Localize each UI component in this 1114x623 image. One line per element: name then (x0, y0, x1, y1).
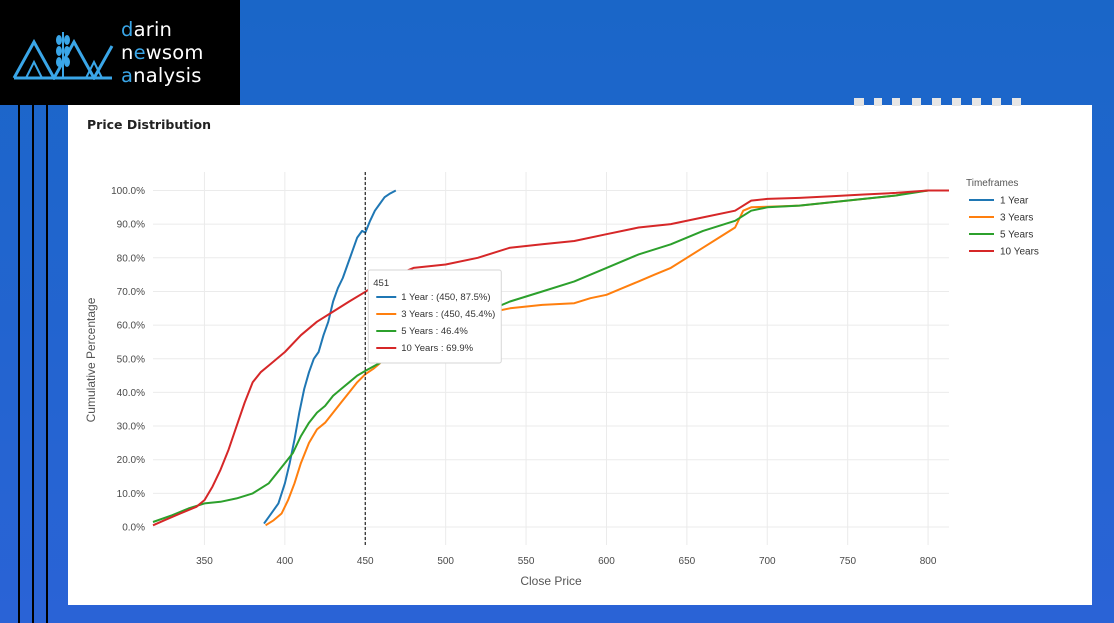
autoscale-icon[interactable] (972, 98, 981, 106)
tooltip-header: 451 (373, 278, 389, 289)
chart-title: Price Distribution (87, 117, 211, 132)
legend-title: Timeframes (966, 178, 1018, 189)
x-tick-label: 750 (839, 556, 856, 567)
legend-item[interactable]: 5 Years (1000, 230, 1033, 241)
chart-modebar[interactable] (852, 97, 1042, 109)
x-tick-label: 800 (920, 556, 937, 567)
x-tick-label: 650 (679, 556, 696, 567)
y-tick-label: 60.0% (117, 321, 145, 332)
y-axis-label: Cumulative Percentage (84, 297, 98, 422)
select-icon[interactable] (912, 98, 921, 106)
decor-bar (32, 105, 34, 623)
y-tick-label: 90.0% (117, 220, 145, 231)
reset-axes-icon[interactable] (992, 98, 1001, 106)
y-tick-label: 20.0% (117, 455, 145, 466)
x-axis-label: Close Price (520, 574, 582, 588)
y-tick-label: 100.0% (111, 186, 145, 197)
zoom-out-icon[interactable] (952, 98, 961, 106)
zoom-icon[interactable] (874, 98, 882, 106)
x-tick-label: 550 (518, 556, 535, 567)
plotly-logo-icon[interactable] (1012, 98, 1021, 106)
y-tick-label: 40.0% (117, 388, 145, 399)
wheat-mountains-logo-icon (12, 32, 114, 80)
tooltip-line: 3 Years : (450, 45.4%) (401, 309, 495, 320)
y-tick-label: 50.0% (117, 354, 145, 365)
zoom-in-icon[interactable] (932, 98, 941, 106)
logo-block: darin newsom analysis (0, 0, 240, 105)
x-tick-label: 350 (196, 556, 213, 567)
y-tick-label: 80.0% (117, 253, 145, 264)
x-tick-label: 400 (277, 556, 294, 567)
legend-item[interactable]: 3 Years (1000, 213, 1033, 224)
x-tick-label: 600 (598, 556, 615, 567)
legend-item[interactable]: 10 Years (1000, 247, 1039, 258)
decor-bar (18, 105, 20, 623)
tooltip-line: 10 Years : 69.9% (401, 343, 473, 354)
series-line-10-years[interactable] (152, 189, 949, 527)
x-tick-label: 700 (759, 556, 776, 567)
y-tick-label: 10.0% (117, 489, 145, 500)
x-tick-label: 500 (437, 556, 454, 567)
tooltip-line: 5 Years : 46.4% (401, 326, 468, 337)
chart-panel (68, 105, 1092, 605)
y-tick-label: 0.0% (122, 523, 145, 534)
decor-bar (46, 105, 48, 623)
camera-icon[interactable] (854, 98, 864, 106)
logo-wordmark: darin newsom analysis (121, 18, 204, 87)
hover-tooltip (367, 269, 502, 364)
pan-icon[interactable] (892, 98, 900, 106)
x-tick-label: 450 (357, 556, 374, 567)
series-line-5-years[interactable] (152, 189, 949, 523)
series-line-1-year[interactable] (263, 189, 397, 525)
legend-item[interactable]: 1 Year (1000, 196, 1029, 207)
y-tick-label: 30.0% (117, 422, 145, 433)
y-tick-label: 70.0% (117, 287, 145, 298)
series-line-3-years[interactable] (265, 189, 949, 527)
tooltip-line: 1 Year : (450, 87.5%) (401, 292, 490, 303)
